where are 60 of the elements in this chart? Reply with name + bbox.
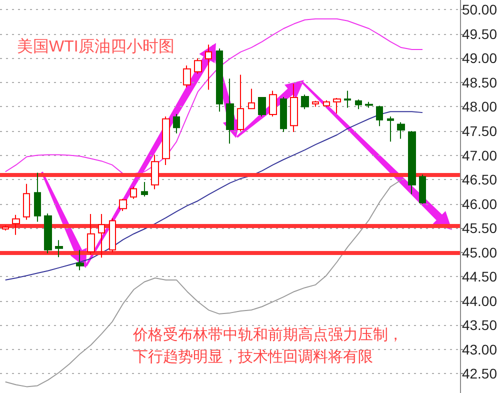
y-tick-label: 43.00	[462, 341, 498, 358]
candlestick	[98, 213, 105, 258]
annotation: 价格受布林带中轨和前期高点强力压制，	[132, 326, 403, 344]
y-tick-label: 47.00	[462, 147, 498, 164]
y-tick-label: 45.50	[462, 220, 498, 236]
candlestick	[290, 83, 298, 132]
candlestick	[76, 249, 84, 271]
candlestick	[173, 114, 180, 134]
y-tick-label: 44.00	[462, 292, 498, 309]
candlestick	[258, 96, 266, 117]
candlestick	[387, 116, 394, 142]
candlestick	[151, 154, 159, 190]
candlestick	[87, 213, 95, 256]
candlestick	[23, 183, 30, 220]
candlestick	[119, 198, 127, 212]
y-tick-label: 48.50	[462, 74, 498, 90]
line-series	[4, 18, 424, 174]
candlestick	[397, 122, 405, 140]
candlestick	[365, 101, 373, 108]
line-series	[4, 111, 424, 280]
candlestick	[183, 65, 191, 88]
candlestick	[34, 172, 41, 222]
candlestick	[248, 88, 255, 110]
candlestick	[55, 240, 63, 258]
candlestick	[355, 98, 362, 110]
candlestick	[216, 48, 223, 112]
candlestick	[162, 116, 170, 166]
y-tick-label: 45.00	[462, 244, 498, 260]
candlestick	[141, 181, 148, 197]
y-tick-label: 46.00	[462, 196, 498, 212]
candlestick	[130, 186, 137, 200]
candlestick	[419, 174, 426, 204]
y-tick-label: 48.00	[462, 98, 498, 115]
candlestick	[194, 58, 202, 74]
candlestick	[408, 130, 416, 195]
y-tick-label: 47.50	[462, 123, 498, 139]
candlestick	[376, 105, 383, 127]
candlestick	[333, 98, 341, 114]
candlestick	[205, 44, 212, 90]
candlestick	[280, 96, 287, 132]
line-series	[4, 180, 402, 388]
y-tick-label: 49.00	[462, 50, 498, 66]
candlestick	[344, 90, 351, 108]
y-tick-label: 42.50	[462, 366, 498, 382]
candlestick	[109, 218, 116, 253]
y-tick-label: 43.50	[462, 317, 498, 334]
y-tick-label: 46.50	[462, 172, 498, 188]
candlestick	[269, 90, 277, 117]
y-tick-label: 44.50	[462, 268, 498, 285]
candlestick	[312, 100, 319, 108]
y-tick-label: 50.00	[462, 2, 498, 18]
candlestick	[323, 100, 330, 108]
candlestick	[12, 214, 20, 236]
candlestick	[301, 94, 309, 110]
candlestick	[237, 74, 244, 132]
text: 美国WTI原油四小时图	[17, 38, 174, 56]
y-tick-label: 49.50	[462, 26, 498, 42]
candlestick	[226, 78, 234, 144]
candlestick	[44, 212, 52, 254]
annotation: 下行趋势明显，技术性回调料将有限	[133, 348, 373, 366]
